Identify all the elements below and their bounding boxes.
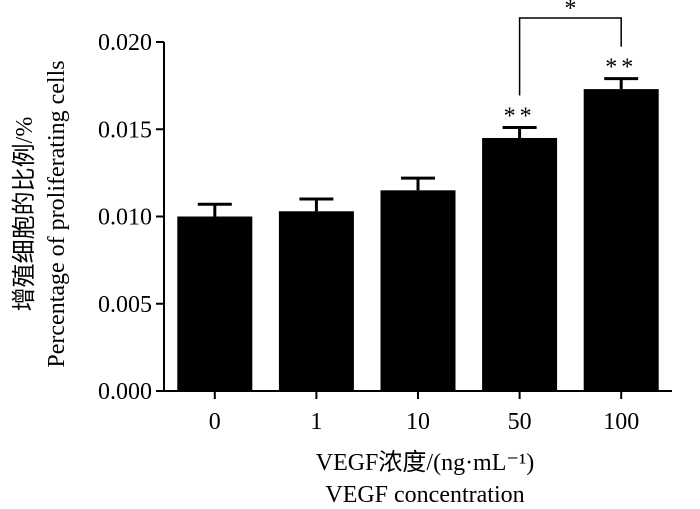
bracket-label: *: [564, 0, 576, 22]
y-tick-label: 0.010: [98, 205, 152, 231]
x-tick-label: 0: [209, 409, 221, 435]
significance-bracket: [518, 17, 622, 96]
significance-annotations: *****: [504, 0, 637, 130]
significance-stars: **: [504, 104, 536, 130]
y-tick-label: 0.005: [98, 292, 152, 318]
x-ticks: 0 1 10 50 100: [209, 391, 639, 435]
significance-stars: **: [605, 55, 637, 81]
y-axis-label-english: Percentage of proliferating cells: [44, 60, 70, 367]
bar-0: [177, 216, 253, 391]
x-tick-label: 100: [603, 409, 639, 435]
x-tick-label: 10: [406, 409, 430, 435]
bar-100: [583, 89, 659, 392]
bar-10: [380, 190, 456, 391]
y-tick-label: 0.015: [98, 117, 152, 143]
x-tick-label: 50: [508, 409, 532, 435]
bar-50: [482, 137, 558, 391]
x-tick-label: 1: [310, 409, 322, 435]
bar-1: [278, 211, 354, 391]
y-axis-label-chinese: 增殖细胞的比例/%: [11, 117, 38, 312]
x-axis-label-chinese: VEGF浓度/(ng·mL⁻¹): [316, 449, 535, 476]
bars: [177, 77, 659, 392]
y-ticks: 0.000 0.005 0.010 0.015 0.020: [98, 30, 164, 405]
y-tick-label: 0.000: [98, 379, 152, 405]
y-tick-label: 0.020: [98, 30, 152, 56]
x-axis-label-english: VEGF concentration: [325, 482, 524, 508]
